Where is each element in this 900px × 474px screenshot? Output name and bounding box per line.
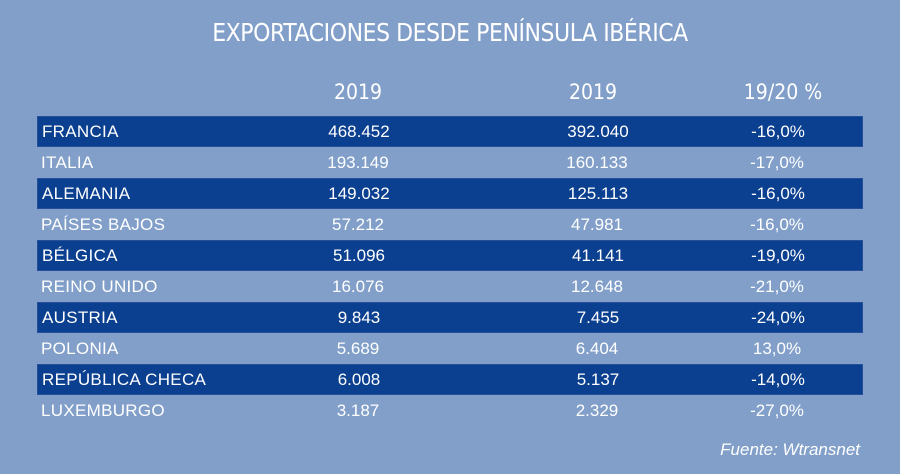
value-2019-b-cell: 125.113 xyxy=(567,183,629,203)
table-row: ITALIA 193.149 160.133 -17,0% xyxy=(37,147,863,178)
country-cell: BÉLGICA xyxy=(42,245,118,265)
value-2019-b-cell: 5.137 xyxy=(576,369,620,389)
change-percent-cell: 13,0% xyxy=(752,338,802,358)
table-row: POLONIA 5.689 6.404 13,0% xyxy=(37,333,863,364)
value-2019-a-cell: 5.689 xyxy=(336,338,380,358)
change-percent-cell: -24,0% xyxy=(751,307,805,327)
value-2019-a-cell: 16.076 xyxy=(332,276,384,296)
table-row: AUSTRIA 9.843 7.455 -24,0% xyxy=(37,302,863,333)
country-cell: REINO UNIDO xyxy=(41,276,158,296)
change-percent-cell: -27,0% xyxy=(750,400,804,420)
table-row: FRANCIA 468.452 392.040 -16,0% xyxy=(37,116,863,147)
table-title: EXPORTACIONES DESDE PENÍNSULA IBÉRICA xyxy=(212,18,688,47)
change-percent-cell: -17,0% xyxy=(750,152,804,172)
value-2019-b-cell: 2.329 xyxy=(575,400,619,420)
country-cell: AUSTRIA xyxy=(42,307,118,327)
value-2019-a-cell: 51.096 xyxy=(333,245,385,265)
column-header-2019-b: 2019 xyxy=(568,80,618,104)
source-note: Fuente: Wtransnet xyxy=(720,440,860,459)
value-2019-b-cell: 392.040 xyxy=(567,121,629,141)
country-cell: ITALIA xyxy=(41,152,94,172)
table-row: PAÍSES BAJOS 57.212 47.981 -16,0% xyxy=(37,209,863,240)
value-2019-a-cell: 3.187 xyxy=(336,400,380,420)
value-2019-a-cell: 9.843 xyxy=(337,307,381,327)
country-cell: REPÚBLICA CHECA xyxy=(42,369,207,389)
value-2019-b-cell: 6.404 xyxy=(575,338,619,358)
value-2019-a-cell: 149.032 xyxy=(328,183,390,203)
change-percent-cell: -16,0% xyxy=(751,121,805,141)
value-2019-b-cell: 7.455 xyxy=(576,307,620,327)
country-cell: ALEMANIA xyxy=(42,183,131,203)
change-percent-cell: -19,0% xyxy=(751,245,805,265)
change-percent-cell: -16,0% xyxy=(750,214,804,234)
change-percent-cell: -14,0% xyxy=(751,369,805,389)
country-cell: FRANCIA xyxy=(42,121,119,141)
table-row: ALEMANIA 149.032 125.113 -16,0% xyxy=(37,178,863,209)
value-2019-a-cell: 468.452 xyxy=(328,121,390,141)
change-percent-cell: -16,0% xyxy=(751,183,805,203)
country-cell: PAÍSES BAJOS xyxy=(41,214,166,234)
table-row: REINO UNIDO 16.076 12.648 -21,0% xyxy=(37,271,863,302)
change-percent-cell: -21,0% xyxy=(750,276,804,296)
exports-table: FRANCIA 468.452 392.040 -16,0% ITALIA 193.149… xyxy=(37,116,863,426)
country-cell: LUXEMBURGO xyxy=(41,400,165,420)
column-header-change: 19/20 % xyxy=(743,80,823,104)
table-row: LUXEMBURGO 3.187 2.329 -27,0% xyxy=(37,395,863,426)
value-2019-b-cell: 12.648 xyxy=(571,276,623,296)
value-2019-a-cell: 193.149 xyxy=(327,152,389,172)
table-row: REPÚBLICA CHECA 6.008 5.137 -14,0% xyxy=(37,364,863,395)
value-2019-b-cell: 160.133 xyxy=(566,152,628,172)
value-2019-b-cell: 47.981 xyxy=(571,214,623,234)
country-cell: POLONIA xyxy=(41,338,119,358)
value-2019-a-cell: 57.212 xyxy=(332,214,384,234)
column-header-2019-a: 2019 xyxy=(333,80,383,104)
value-2019-a-cell: 6.008 xyxy=(337,369,381,389)
value-2019-b-cell: 41.141 xyxy=(572,245,624,265)
table-row: BÉLGICA 51.096 41.141 -19,0% xyxy=(37,240,863,271)
